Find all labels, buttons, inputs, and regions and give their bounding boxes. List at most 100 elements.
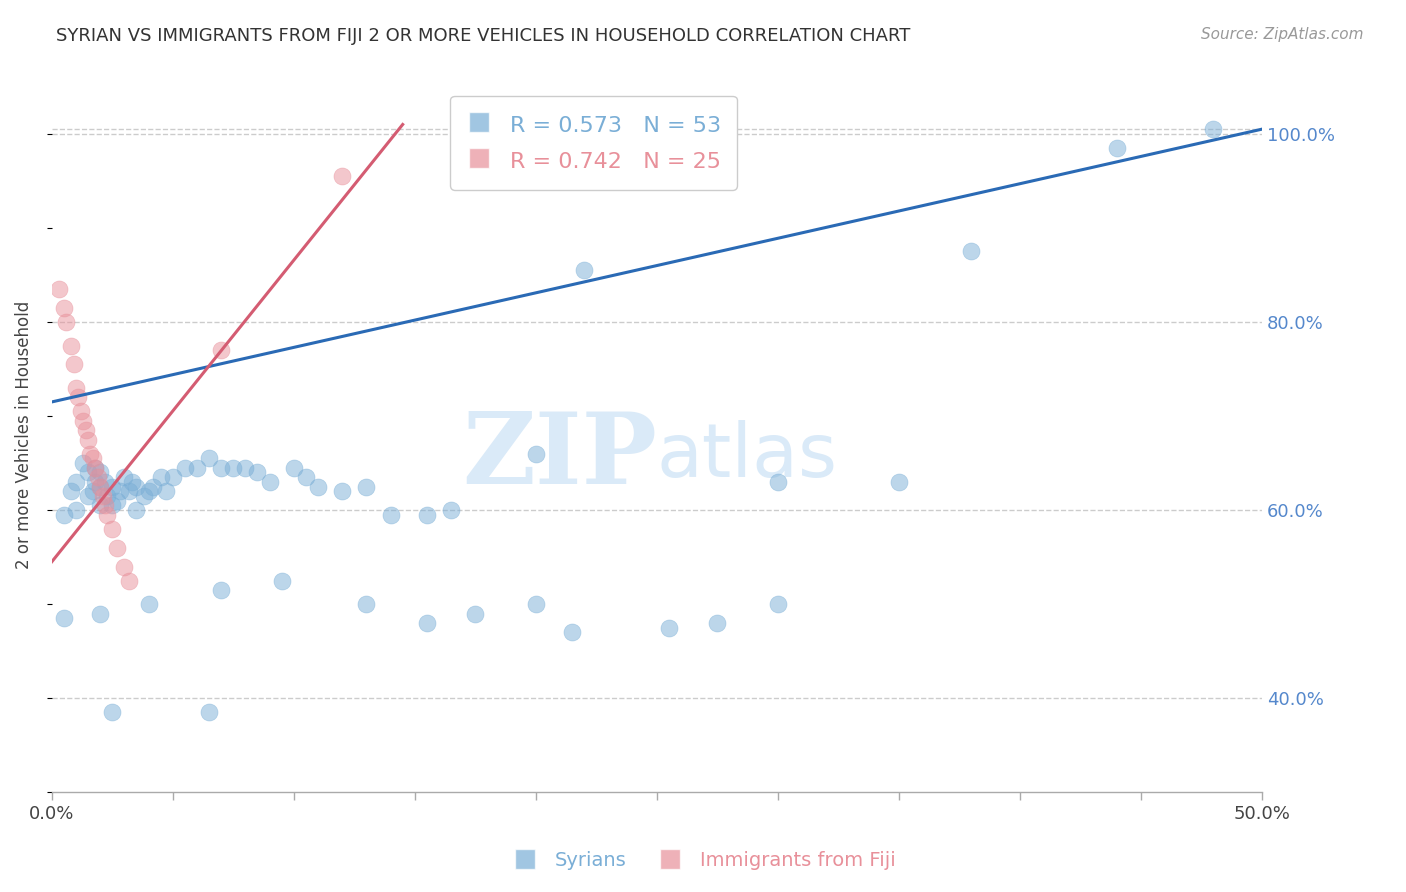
- Point: [91, 489, 114, 503]
- Point: [89, 480, 111, 494]
- Point: [65, 475, 87, 489]
- Point: [198, 451, 221, 466]
- Text: SYRIAN VS IMMIGRANTS FROM FIJI 2 OR MORE VEHICLES IN HOUSEHOLD CORRELATION CHART: SYRIAN VS IMMIGRANTS FROM FIJI 2 OR MORE…: [56, 27, 911, 45]
- Point: [404, 799, 426, 814]
- Point: [125, 503, 148, 517]
- Point: [356, 480, 378, 494]
- Point: [94, 475, 117, 489]
- Point: [138, 597, 160, 611]
- Point: [380, 508, 402, 522]
- Legend: Syrians, Immigrants from Fiji: Syrians, Immigrants from Fiji: [502, 843, 904, 878]
- Point: [105, 493, 128, 508]
- Point: [65, 503, 87, 517]
- Point: [330, 169, 353, 184]
- Point: [149, 470, 172, 484]
- Point: [270, 574, 292, 588]
- Point: [524, 597, 547, 611]
- Point: [1202, 122, 1225, 136]
- Point: [416, 615, 439, 630]
- Point: [561, 625, 583, 640]
- Point: [112, 559, 135, 574]
- Point: [132, 489, 155, 503]
- Point: [48, 282, 70, 296]
- Point: [96, 489, 118, 503]
- Text: atlas: atlas: [657, 420, 838, 492]
- Y-axis label: 2 or more Vehicles in Household: 2 or more Vehicles in Household: [15, 301, 32, 569]
- Point: [307, 480, 329, 494]
- Point: [416, 508, 439, 522]
- Point: [658, 621, 681, 635]
- Point: [89, 607, 111, 621]
- Point: [52, 508, 75, 522]
- Point: [246, 466, 269, 480]
- Point: [960, 244, 983, 259]
- Point: [1105, 141, 1128, 155]
- Point: [464, 607, 486, 621]
- Point: [82, 484, 104, 499]
- Point: [330, 484, 353, 499]
- Point: [235, 460, 257, 475]
- Point: [356, 597, 378, 611]
- Point: [118, 574, 141, 588]
- Point: [60, 338, 83, 352]
- Point: [67, 390, 90, 404]
- Point: [162, 470, 184, 484]
- Text: Source: ZipAtlas.com: Source: ZipAtlas.com: [1201, 27, 1364, 42]
- Point: [87, 470, 110, 484]
- Point: [69, 404, 91, 418]
- Point: [283, 460, 305, 475]
- Point: [52, 611, 75, 625]
- Point: [108, 484, 131, 499]
- Point: [52, 301, 75, 315]
- Point: [84, 460, 107, 475]
- Point: [138, 484, 160, 499]
- Point: [79, 447, 101, 461]
- Point: [121, 475, 143, 489]
- Point: [60, 484, 83, 499]
- Point: [142, 480, 165, 494]
- Point: [72, 414, 94, 428]
- Point: [65, 381, 87, 395]
- Point: [198, 706, 221, 720]
- Point: [55, 315, 77, 329]
- Point: [209, 583, 232, 598]
- Point: [77, 489, 100, 503]
- Text: ZIP: ZIP: [463, 408, 657, 505]
- Point: [125, 480, 148, 494]
- Point: [75, 423, 97, 437]
- Point: [173, 460, 195, 475]
- Point: [118, 484, 141, 499]
- Point: [96, 508, 118, 522]
- Point: [89, 480, 111, 494]
- Point: [89, 466, 111, 480]
- Point: [887, 475, 910, 489]
- Point: [186, 460, 208, 475]
- Point: [574, 263, 596, 277]
- Point: [77, 466, 100, 480]
- Legend: R = 0.573   N = 53, R = 0.742   N = 25: R = 0.573 N = 53, R = 0.742 N = 25: [450, 95, 737, 190]
- Point: [112, 470, 135, 484]
- Point: [440, 503, 463, 517]
- Point: [72, 456, 94, 470]
- Point: [209, 460, 232, 475]
- Point: [101, 706, 124, 720]
- Point: [105, 541, 128, 555]
- Point: [84, 475, 107, 489]
- Point: [101, 522, 124, 536]
- Point: [62, 357, 84, 371]
- Point: [155, 484, 177, 499]
- Point: [94, 499, 117, 513]
- Point: [259, 475, 281, 489]
- Point: [524, 447, 547, 461]
- Point: [77, 433, 100, 447]
- Point: [209, 343, 232, 358]
- Point: [295, 470, 318, 484]
- Point: [101, 480, 124, 494]
- Point: [84, 460, 107, 475]
- Point: [222, 460, 245, 475]
- Point: [766, 597, 789, 611]
- Point: [89, 499, 111, 513]
- Point: [82, 451, 104, 466]
- Point: [706, 615, 728, 630]
- Point: [766, 475, 789, 489]
